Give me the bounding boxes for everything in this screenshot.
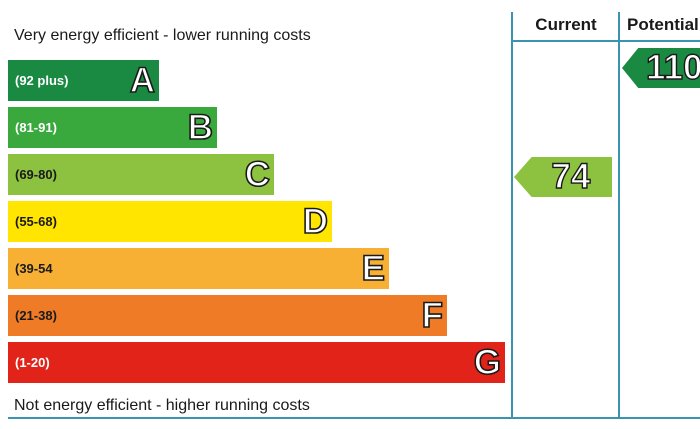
potential-column-left-border [618, 12, 620, 418]
band-bar-c: (69-80) C [8, 154, 274, 195]
band-range-label: (39-54 [15, 261, 53, 276]
band-range-label: (1-20) [15, 355, 50, 370]
band-range-label: (21-38) [15, 308, 57, 323]
top-caption: Very energy efficient - lower running co… [14, 27, 311, 44]
band-range-label: (69-80) [15, 167, 57, 182]
bottom-caption: Not energy efficient - higher running co… [14, 397, 310, 414]
band-letter: C [244, 154, 271, 195]
current-rating-value: 74 [551, 157, 591, 197]
band-range-label: (92 plus) [15, 73, 69, 88]
band-bar-g: (1-20) G [8, 342, 505, 383]
band-letter: G [473, 342, 502, 383]
band-letter: A [129, 60, 156, 101]
band-bar-d: (55-68) D [8, 201, 332, 242]
current-column-left-border [511, 12, 513, 418]
band-letter: E [361, 248, 386, 289]
header-divider [511, 40, 700, 42]
band-bar-f: (21-38) F [8, 295, 447, 336]
potential-rating-arrow: 110 [622, 48, 700, 88]
band-letter: F [421, 295, 444, 336]
potential-rating-value: 110 [645, 48, 700, 88]
band-letter: B [187, 107, 214, 148]
current-rating-arrow: 74 [514, 157, 612, 197]
band-range-label: (55-68) [15, 214, 57, 229]
band-range-label: (81-91) [15, 120, 57, 135]
current-header: Current [535, 15, 597, 34]
band-bar-b: (81-91) B [8, 107, 217, 148]
bottom-border [8, 417, 700, 419]
band-bar-a: (92 plus) A [8, 60, 159, 101]
potential-header: Potential [627, 15, 699, 34]
band-bar-e: (39-54 E [8, 248, 389, 289]
band-letter: D [302, 201, 329, 242]
